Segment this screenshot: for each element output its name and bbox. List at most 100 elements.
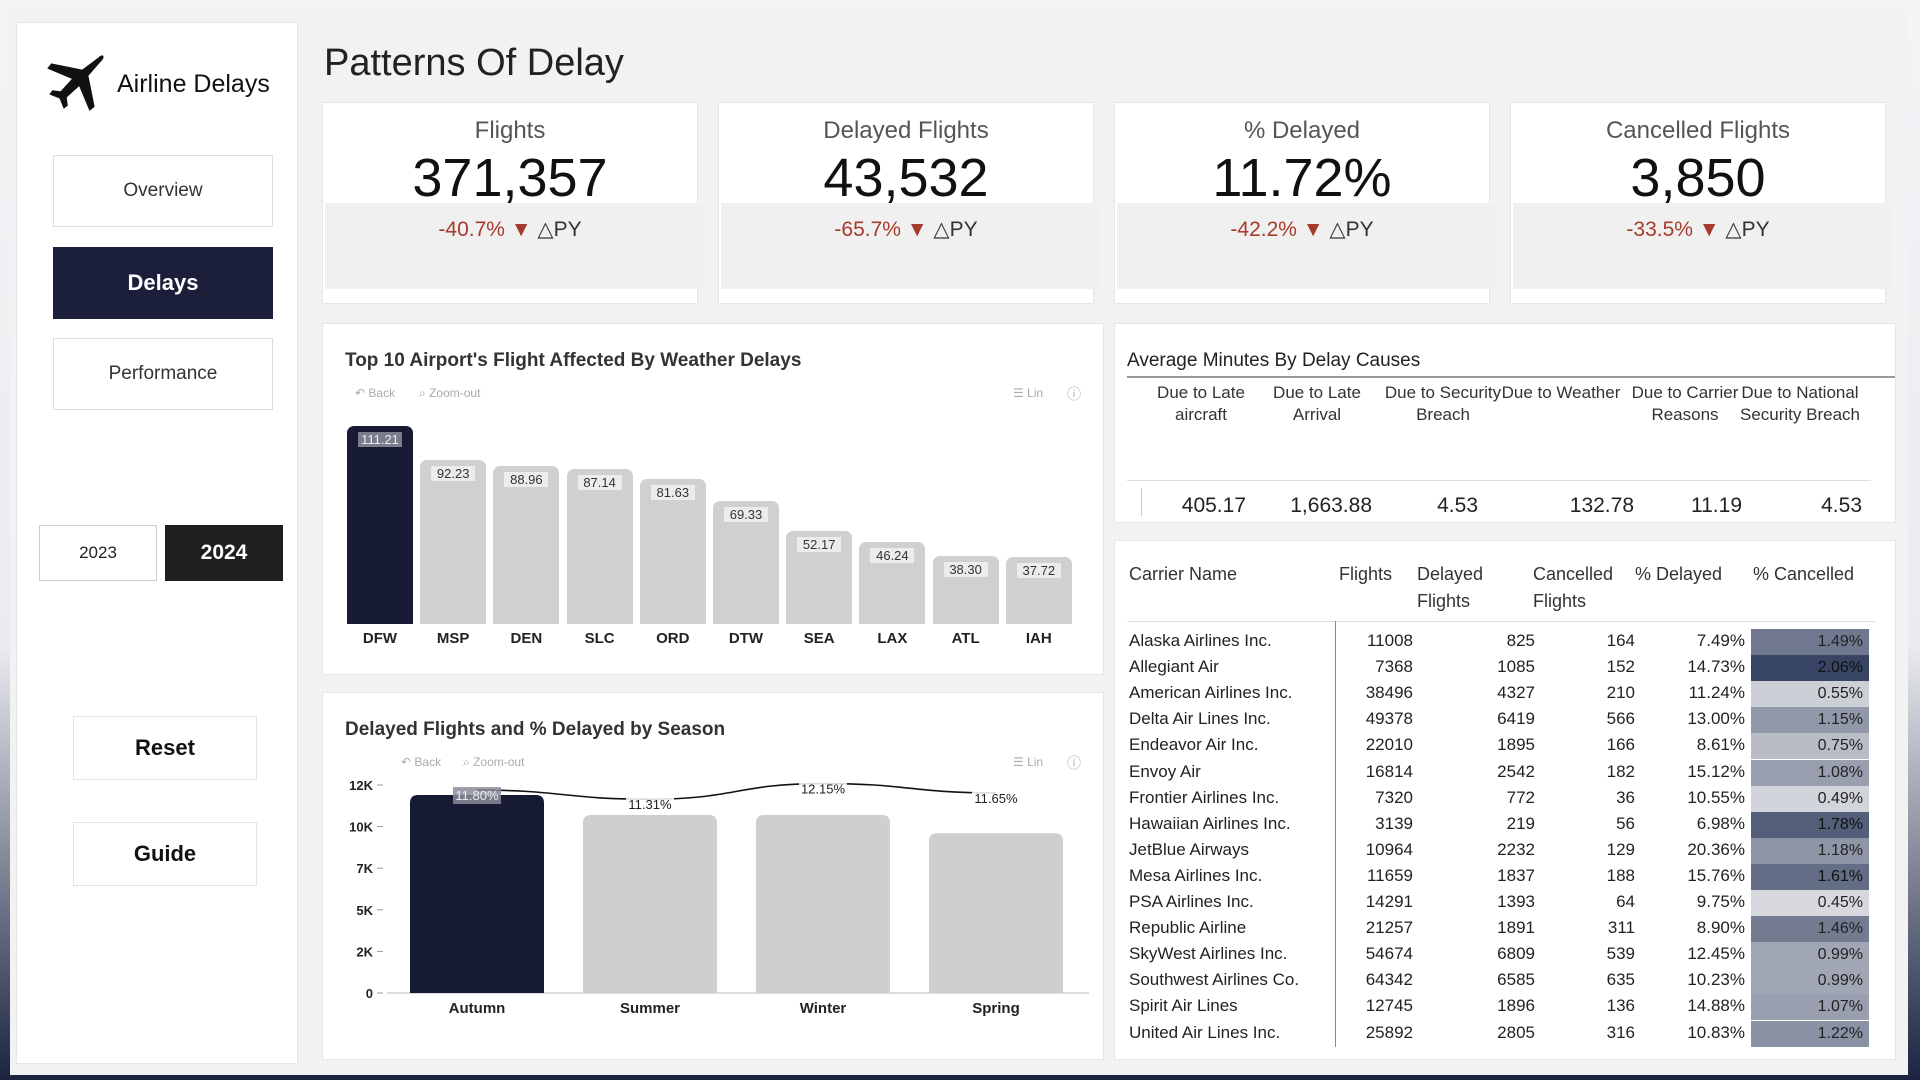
data-label: 111.21 [358,432,402,447]
table-row[interactable]: Southwest Airlines Co. 64342 6585 635 10.23%… [1115,968,1895,995]
cancelled-cell: 56 [1616,813,1635,833]
table-row[interactable]: SkyWest Airlines Inc. 54674 6809 539 12.45% 0… [1115,942,1895,969]
table-row[interactable]: Envoy Air 16814 2542 182 15.12% 1.08% [1115,759,1895,786]
carrier-name: Frontier Airlines Inc. [1129,787,1280,807]
carrier-name: United Air Lines Inc. [1129,1022,1281,1042]
kpi-card-delayed: Delayed Flights 43,532 -65.7% ▼ △PY [718,102,1101,304]
pct-delayed-cell: 9.75% [1696,892,1745,911]
cancelled-cell: 566 [1606,709,1635,729]
carrier-name: Allegiant Air [1129,657,1219,677]
line-label-bg [972,789,1020,807]
column-header[interactable]: Flights [1339,564,1393,584]
column-header[interactable]: Carrier Name [1129,564,1238,584]
table-row[interactable]: American Airlines Inc. 38496 4327 210 11.24%… [1115,681,1895,708]
guide-button[interactable]: Guide [73,822,257,886]
help-icon[interactable]: ⓘ [1067,386,1081,402]
flights-cell: 16814 [1365,761,1413,781]
help-icon[interactable]: ⓘ [1067,755,1081,771]
dashboard-canvas: Airline Delays Overview Delays Performan… [10,10,1908,1075]
table-row[interactable]: Mesa Airlines Inc. 11659 1837 188 15.76% 1.61… [1115,863,1895,890]
year-2024-button[interactable]: 2024 [165,525,283,581]
year-2023-button[interactable]: 2023 [39,525,157,581]
cancelled-cell: 316 [1606,1022,1635,1042]
line-data-label: 11.65% [974,791,1018,806]
reset-button[interactable]: Reset [73,716,257,780]
carrier-name: Mesa Airlines Inc. [1129,865,1263,885]
flights-cell: 7320 [1375,787,1413,807]
bar-msp[interactable] [420,459,487,624]
flights-cell: 38496 [1365,683,1413,703]
delayed-cell: 1891 [1497,918,1535,938]
column-header[interactable]: % Cancelled [1753,564,1855,584]
table-row[interactable]: Endeavor Air Inc. 22010 1895 166 8.61% 0.75% [1115,733,1895,760]
back-button[interactable]: ↶ Back [355,386,396,400]
y-tick-label: 0 [366,986,373,1001]
x-tick-label: DTW [728,630,764,647]
cancelled-cell: 188 [1606,865,1635,885]
logo: Airline Delays [41,51,270,117]
sidebar: Airline Delays Overview Delays Performan… [16,22,298,1064]
pct-delayed-cell: 10.83% [1687,1022,1745,1042]
kpi-title: Flights [474,117,546,144]
pct-delayed-cell: 12.45% [1687,944,1745,964]
column-header[interactable]: % Delayed [1635,564,1723,584]
x-tick-label: DFW [362,630,398,647]
table-row[interactable]: PSA Airlines Inc. 14291 1393 64 9.75% 0.45% [1115,890,1895,916]
flights-cell: 54674 [1365,944,1413,964]
header-divider [1127,621,1875,622]
cause-header: Due to Security Breach [1384,383,1502,424]
x-tick-label: ATL [951,630,980,647]
nav-delays-button[interactable]: Delays [53,247,273,319]
flights-cell: 64342 [1365,970,1413,990]
nav-overview-button[interactable]: Overview [53,155,273,227]
back-button[interactable]: ↶ Back [401,755,442,769]
divider [1141,488,1142,516]
linear-scale-button[interactable]: ☰ Lin [1013,755,1044,769]
bar-slc[interactable] [566,468,633,624]
zoom-out-button[interactable]: ⌕ Zoom-out [419,386,481,400]
delayed-cell: 2805 [1497,1022,1535,1042]
divider [1127,376,1895,378]
bar-den[interactable] [493,465,560,624]
table-row[interactable]: Spirit Air Lines 12745 1896 136 14.88% 1.07% [1115,994,1895,1021]
y-tick-label: 2K [356,944,373,959]
delayed-cell: 2232 [1497,839,1535,859]
table-row[interactable]: Delta Air Lines Inc. 49378 6419 566 13.00% 1.… [1115,707,1895,734]
divider [1127,480,1871,481]
kpi-band [325,203,705,289]
cancelled-cell: 166 [1606,735,1635,755]
x-tick-label: SLC [584,630,615,647]
table-row[interactable]: Frontier Airlines Inc. 7320 772 36 10.55% 0.4… [1115,785,1895,812]
table-row[interactable]: Alaska Airlines Inc. 11008 825 164 7.49% 1.49… [1115,629,1895,655]
table-row[interactable]: JetBlue Airways 10964 2232 129 20.36% 1.18% [1115,837,1895,864]
x-tick-label: Autumn [449,1000,506,1017]
nav-performance-button[interactable]: Performance [53,338,273,410]
linear-scale-button[interactable]: ☰ Lin [1013,386,1044,400]
delayed-cell: 2542 [1497,761,1535,781]
table-row[interactable]: Hawaiian Airlines Inc. 3139 219 56 6.98% 1.78… [1115,811,1895,838]
flights-cell: 14291 [1365,892,1413,911]
table-row[interactable]: Republic Airline 21257 1891 311 8.90% 1.46% [1115,916,1895,943]
cause-header: Due to Carrier Reasons [1631,383,1739,424]
bar-dfw[interactable] [347,426,413,624]
zoom-out-button[interactable]: ⌕ Zoom-out [463,755,525,769]
cancelled-cell: 311 [1607,918,1635,938]
cause-header: Due to National Security Breach [1740,383,1860,424]
bar-ord[interactable] [639,478,706,624]
cancelled-cell: 539 [1606,944,1635,964]
kpi-band [721,203,1101,289]
delayed-cell: 6419 [1497,709,1535,729]
cause-header: Due to Weather [1501,383,1621,402]
table-row[interactable]: Allegiant Air 7368 1085 152 14.73% 2.06% [1115,655,1895,682]
pct-delayed-cell: 13.00% [1687,709,1745,729]
column-header[interactable]: Cancelled Flights [1533,564,1614,611]
column-header[interactable]: Delayed Flights [1417,564,1484,611]
kpi-title: Cancelled Flights [1605,117,1791,144]
season-delays-chart: Delayed Flights and % Delayed by Season … [322,692,1104,1060]
table-row[interactable]: United Air Lines Inc. 25892 2805 316 10.83% 1… [1115,1020,1895,1047]
carrier-name: American Airlines Inc. [1129,683,1293,703]
pct-cancelled-cell: 1.49% [1751,629,1869,655]
pct-cancelled-cell: 1.15% [1751,707,1869,734]
pct-delayed-cell: 14.73% [1687,657,1745,677]
cancelled-cell: 182 [1606,761,1635,781]
